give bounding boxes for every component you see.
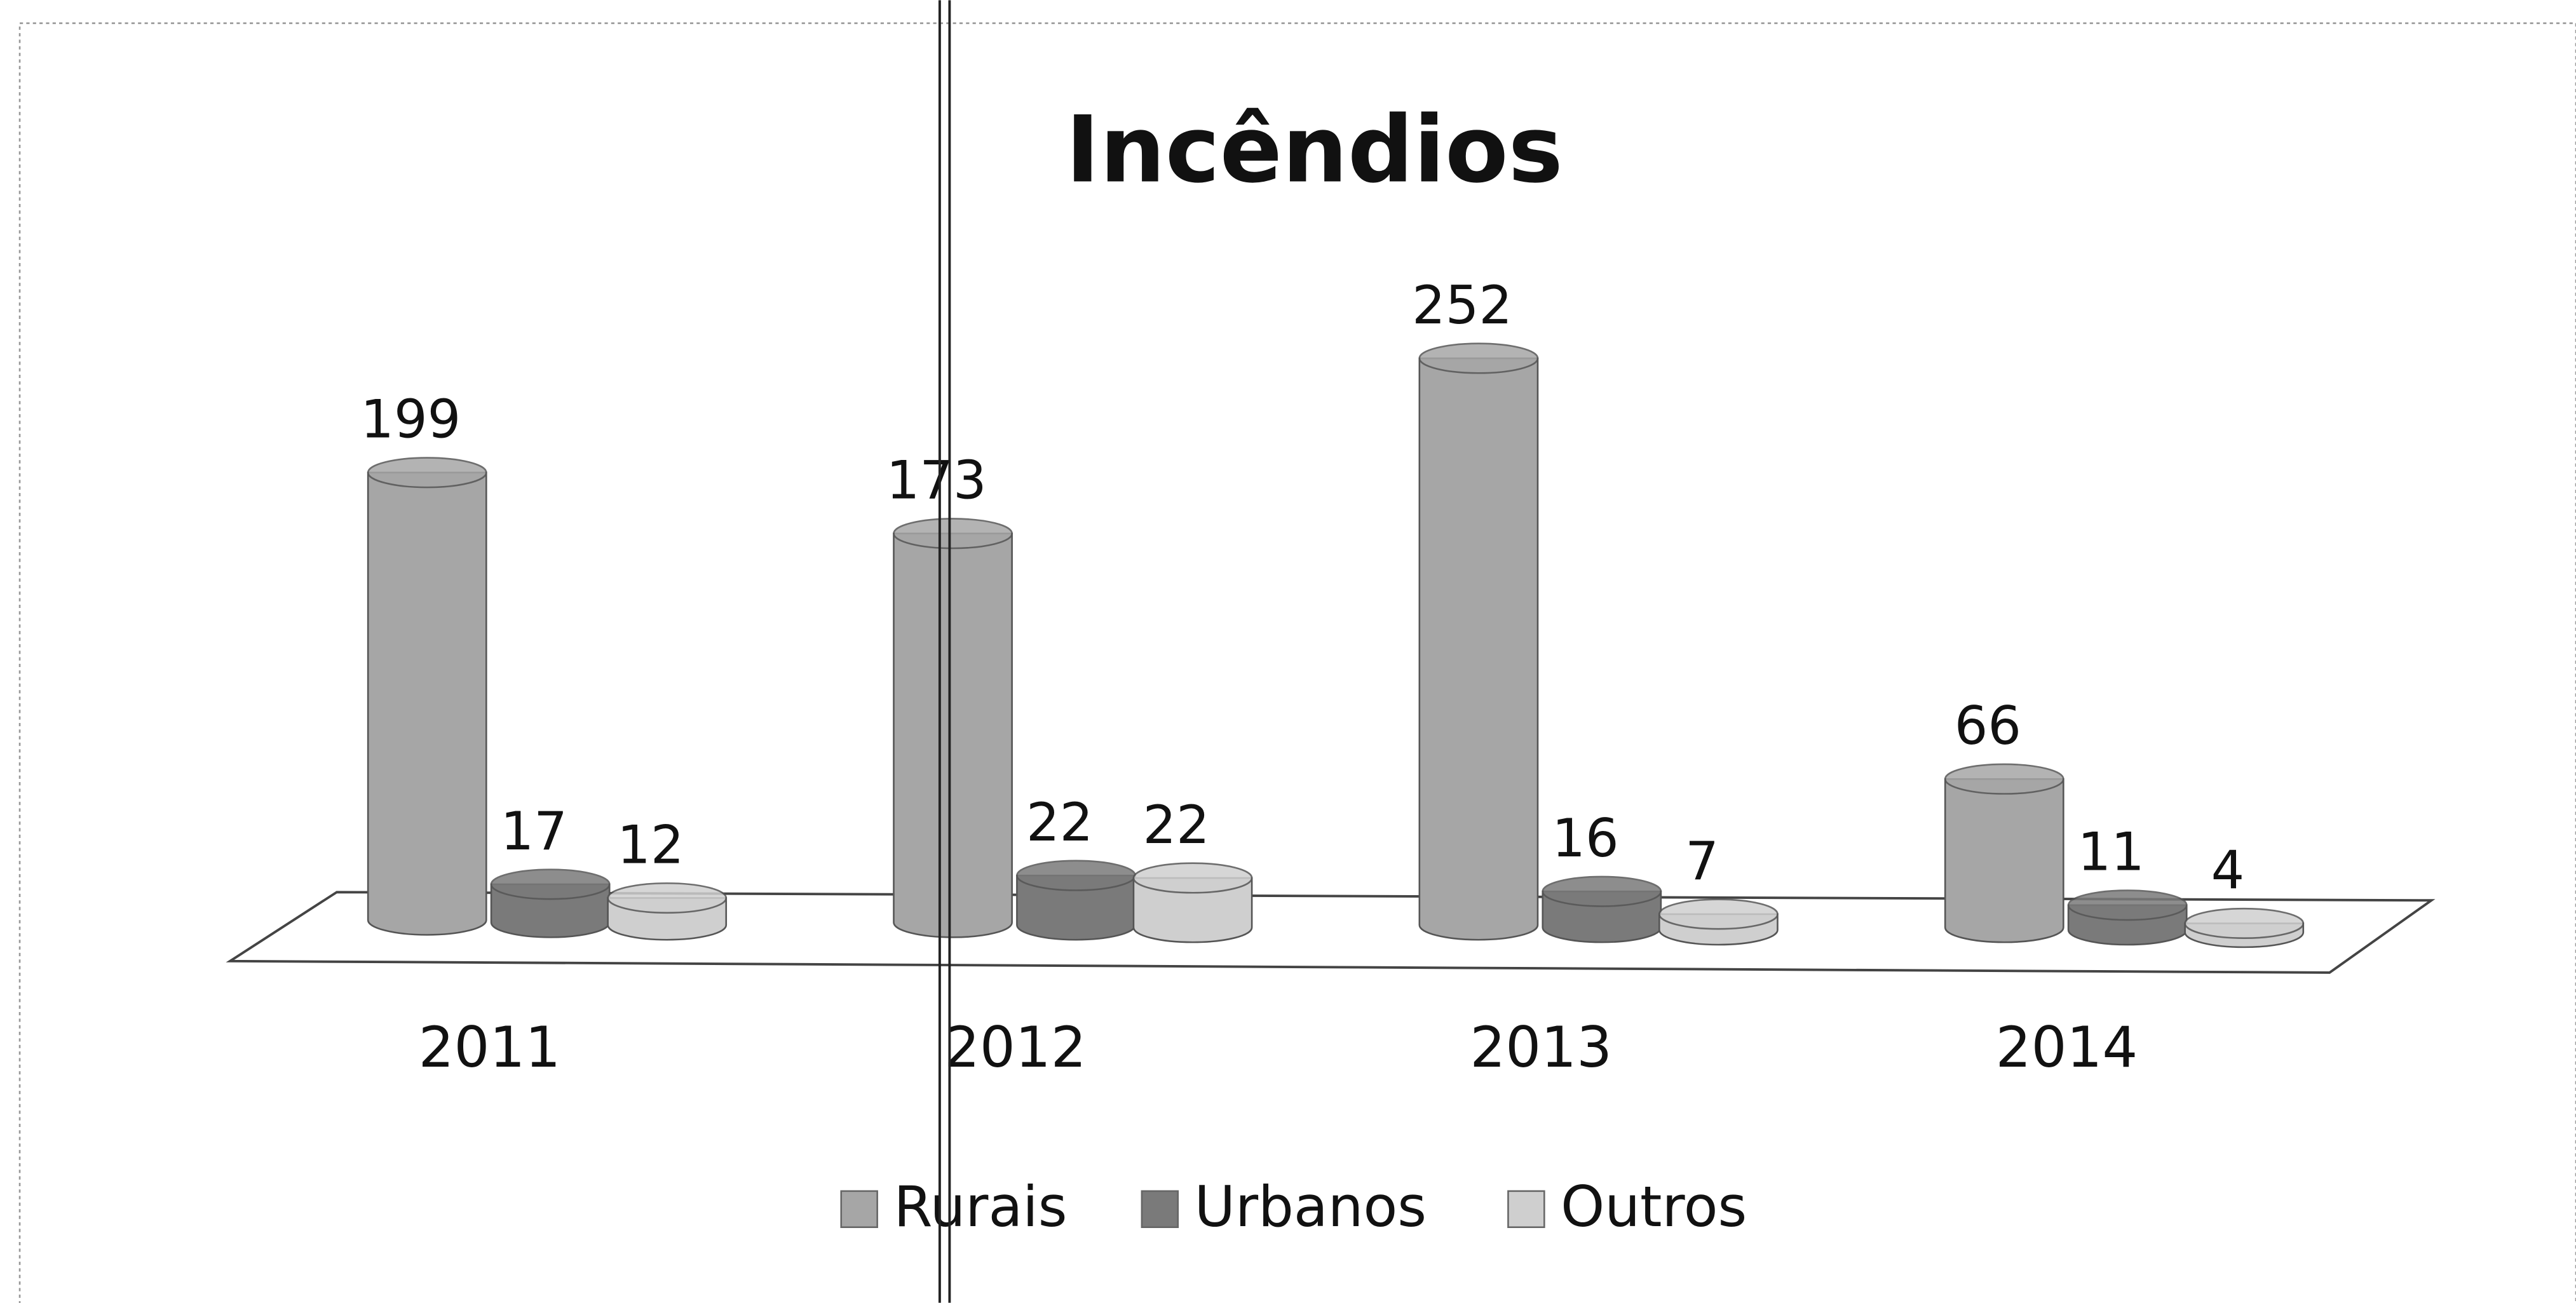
bar-top [1542,875,1662,907]
x-tick-label: 2012 [944,1015,1087,1080]
bar-top [2067,889,2188,921]
data-label: 22 [1143,794,1210,856]
chart-border [18,22,2576,1303]
bar [1944,778,2064,943]
data-label: 252 [1412,274,1512,336]
legend-swatch [840,1190,878,1228]
bar [367,471,487,936]
bar [1016,874,1136,941]
chart-title: Incêndios [1066,97,1563,204]
data-label: 22 [1026,792,1093,853]
data-label: 16 [1552,807,1618,869]
bar-top [893,518,1013,550]
bar-top [1944,763,2064,795]
legend-swatch [1507,1190,1545,1228]
data-label: 4 [2211,839,2245,901]
plot: 2011 199 17 12 2012 173 22 22 2013 252 16 7 2014 66 11… [360,274,2305,1239]
data-label: 173 [886,450,987,511]
bar-top [1418,342,1539,374]
legend-swatch [1141,1190,1179,1228]
bar [1132,877,1253,943]
bar-top [1658,898,1779,930]
bar [893,532,1013,938]
data-label: 17 [501,800,567,862]
bar-top [2184,907,2305,940]
floor [226,891,2436,974]
x-tick-label: 2011 [419,1015,561,1080]
data-label: 66 [1955,695,2021,757]
data-label: 7 [1685,830,1719,892]
legend-label: Urbanos [1195,1174,1427,1239]
data-label: 12 [617,814,684,875]
bar-top [607,882,728,914]
bar-top [367,457,487,489]
legend-label: Outros [1561,1174,1747,1239]
x-tick-label: 2013 [1470,1015,1612,1080]
bar [1418,357,1539,941]
legend-label: Rurais [893,1174,1067,1239]
x-tick-label: 2014 [1996,1015,2138,1080]
bar-top [1132,862,1253,894]
bar-top [1016,860,1136,891]
data-label: 199 [360,389,461,450]
bar-top [490,868,611,900]
data-label: 11 [2078,821,2145,883]
